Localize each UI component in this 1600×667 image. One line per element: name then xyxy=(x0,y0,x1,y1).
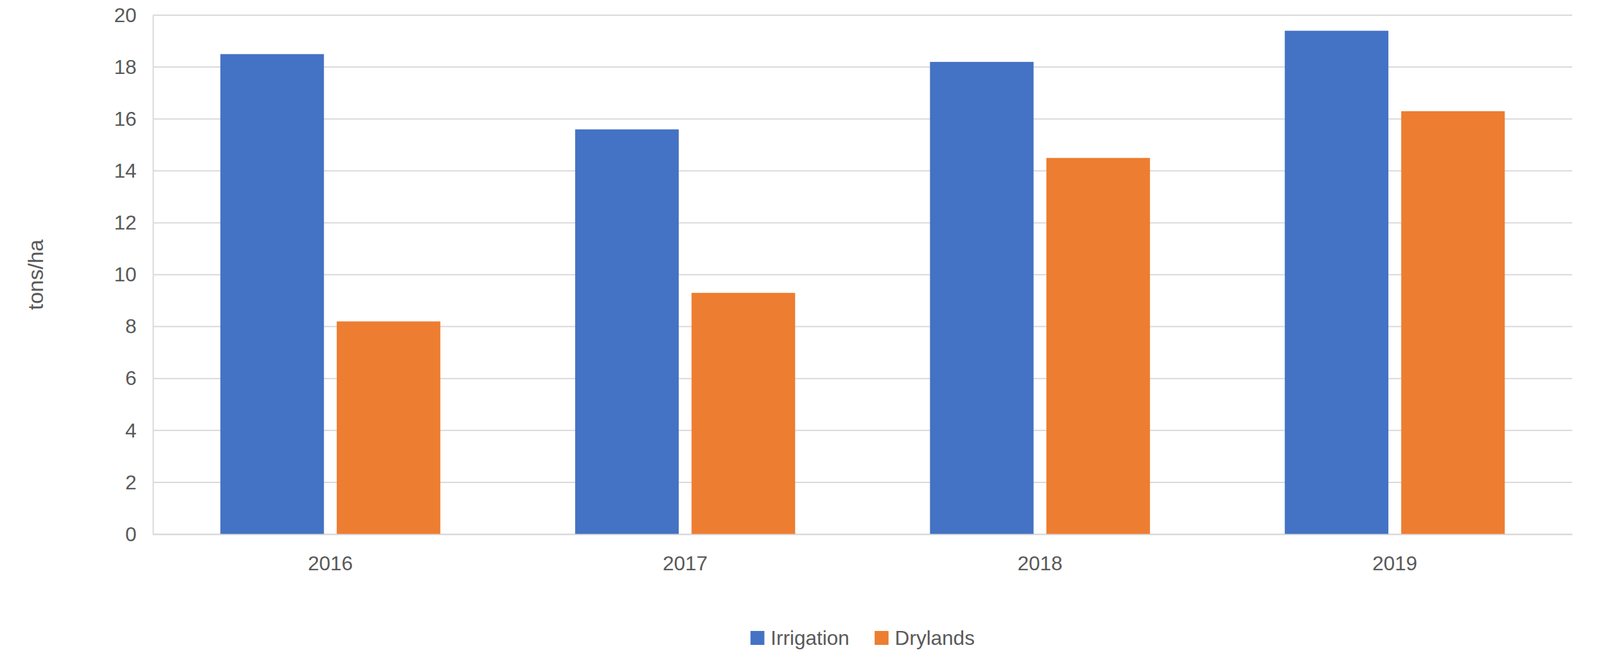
bar xyxy=(575,129,679,534)
y-tick: 12 xyxy=(113,211,153,234)
x-tick-label: 2019 xyxy=(1372,551,1418,575)
x-tick: 2017 xyxy=(662,533,708,575)
y-tick: 0 xyxy=(125,522,153,546)
grid xyxy=(152,15,1573,534)
y-tick-label: 16 xyxy=(113,107,137,131)
bar xyxy=(1284,30,1389,534)
y-tick: 8 xyxy=(125,314,153,338)
y-axis-title: tons/ha xyxy=(23,239,48,311)
y-tick: 2 xyxy=(125,470,153,494)
bar xyxy=(691,292,795,534)
legend-item: Drylands xyxy=(874,626,975,649)
y-tick: 14 xyxy=(113,159,153,182)
y-tick-label: 0 xyxy=(125,522,137,546)
legend-item: Irrigation xyxy=(750,626,850,649)
bar xyxy=(1046,157,1151,534)
bar xyxy=(220,54,325,534)
x-tick: 2016 xyxy=(307,533,353,575)
legend-label: Irrigation xyxy=(770,626,850,649)
legend: Irrigation Drylands xyxy=(750,626,976,649)
y-tick-label: 10 xyxy=(113,262,137,286)
bar xyxy=(336,321,441,534)
y-tick: 20 xyxy=(113,3,153,27)
y-tick: 16 xyxy=(113,107,153,131)
x-tick-label: 2016 xyxy=(307,551,353,575)
x-tick: 2018 xyxy=(1017,533,1063,575)
x-axis: 2016 2017 2018 2019 xyxy=(153,533,1573,575)
legend-label: Drylands xyxy=(894,626,975,649)
plot-area: 0 2 4 6 8 10 12 14 16 18 20 2016 2017 2018 2019 xyxy=(113,3,1573,575)
y-tick-label: 2 xyxy=(125,470,137,494)
y-tick: 10 xyxy=(113,262,153,286)
legend-swatch xyxy=(874,630,889,645)
y-tick-label: 14 xyxy=(113,159,137,182)
y-tick: 6 xyxy=(125,366,153,390)
chart: 0 2 4 6 8 10 12 14 16 18 20 2016 2017 2018 2019 tons/ha… xyxy=(0,0,1600,667)
bar xyxy=(1400,111,1505,534)
grid-line xyxy=(152,14,1573,16)
x-tick-label: 2018 xyxy=(1017,551,1063,575)
y-tick-label: 20 xyxy=(113,3,137,27)
y-axis-line xyxy=(152,15,155,535)
x-tick-label: 2017 xyxy=(662,551,708,575)
y-tick-label: 18 xyxy=(113,55,137,79)
bars xyxy=(220,30,1506,534)
y-tick-label: 12 xyxy=(113,211,137,234)
y-tick-label: 4 xyxy=(125,418,137,442)
y-tick-label: 6 xyxy=(125,366,137,390)
x-axis-line xyxy=(153,533,1573,536)
x-tick: 2019 xyxy=(1372,533,1418,575)
y-tick: 4 xyxy=(125,418,153,442)
legend-swatch xyxy=(750,630,765,645)
bar xyxy=(930,61,1034,534)
y-tick: 18 xyxy=(113,55,153,79)
y-tick-label: 8 xyxy=(125,314,137,338)
y-axis: 0 2 4 6 8 10 12 14 16 18 20 xyxy=(113,3,153,546)
